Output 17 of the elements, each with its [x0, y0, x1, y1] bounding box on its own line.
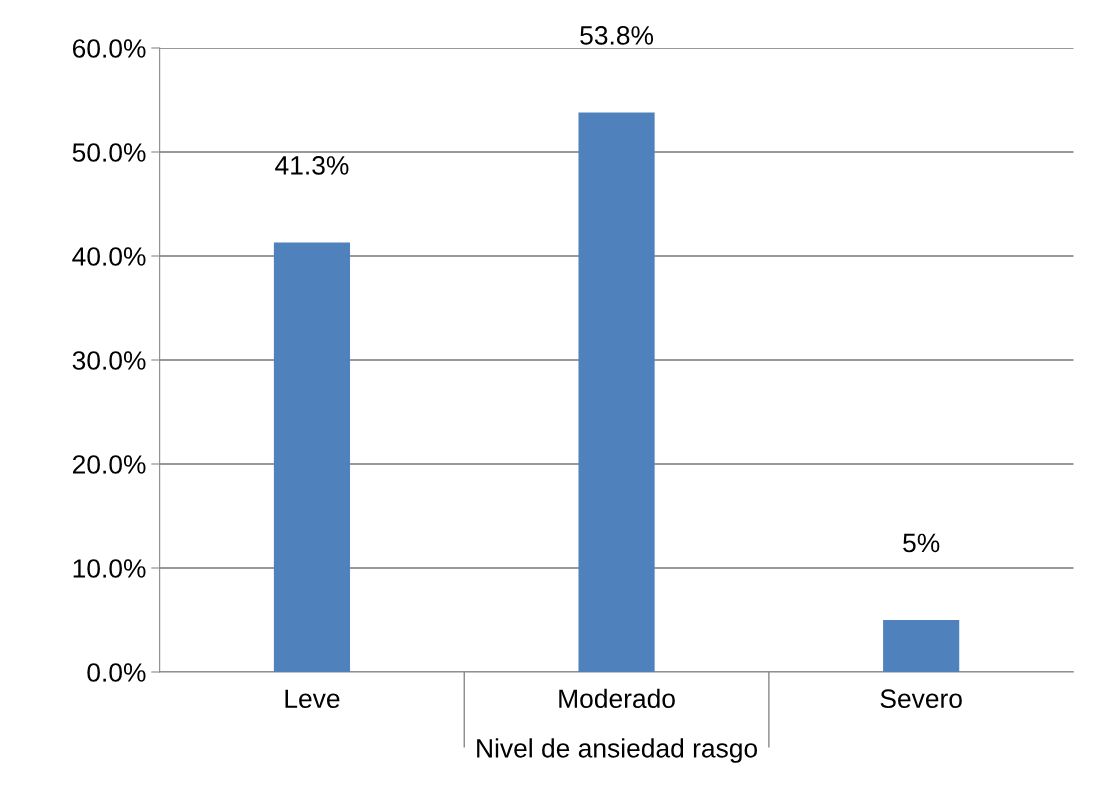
y-tick-label: 50.0%: [72, 143, 146, 162]
x-axis-title: Nivel de ansiedad rasgo: [477, 738, 758, 763]
y-tick-label: 20.0%: [72, 455, 146, 474]
bar: [883, 620, 960, 672]
bar: [273, 242, 351, 672]
y-tick-label: 40.0%: [72, 247, 146, 266]
x-tick-label: Moderado: [559, 688, 675, 709]
y-tick-label: 10.0%: [73, 559, 146, 578]
y-tick-label: 0.0%: [87, 663, 146, 682]
data-label: 41.3%: [275, 156, 349, 175]
data-label: 5%: [903, 533, 940, 553]
y-tick-label: 30.0%: [72, 351, 146, 370]
bar: [578, 112, 655, 672]
data-label: 53.8%: [580, 26, 654, 45]
x-tick-label: Severo: [880, 689, 962, 709]
x-tick-label: Leve: [285, 689, 340, 709]
y-tick-label: 60.0%: [72, 39, 146, 58]
